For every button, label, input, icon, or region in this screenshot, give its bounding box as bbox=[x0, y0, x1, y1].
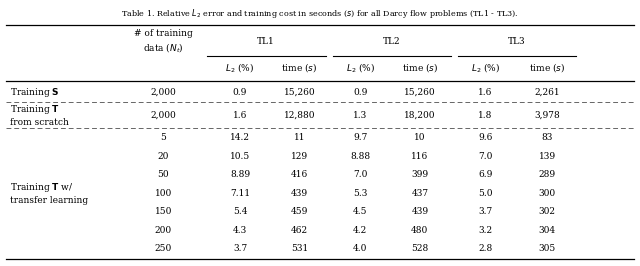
Text: 1.8: 1.8 bbox=[478, 111, 492, 120]
Text: 7.11: 7.11 bbox=[230, 189, 250, 198]
Text: 480: 480 bbox=[412, 226, 428, 235]
Text: 416: 416 bbox=[291, 170, 308, 179]
Text: 83: 83 bbox=[541, 133, 553, 142]
Text: 200: 200 bbox=[155, 226, 172, 235]
Text: 5.4: 5.4 bbox=[233, 207, 247, 216]
Text: $L_2$ (%): $L_2$ (%) bbox=[346, 61, 375, 74]
Text: 10.5: 10.5 bbox=[230, 152, 250, 161]
Text: 15,260: 15,260 bbox=[284, 88, 316, 97]
Text: 10: 10 bbox=[414, 133, 426, 142]
Text: 3.2: 3.2 bbox=[478, 226, 492, 235]
Text: 2,000: 2,000 bbox=[150, 111, 176, 120]
Text: 250: 250 bbox=[155, 244, 172, 253]
Text: 5: 5 bbox=[160, 133, 166, 142]
Text: 399: 399 bbox=[412, 170, 428, 179]
Text: 5.3: 5.3 bbox=[353, 189, 367, 198]
Text: 7.0: 7.0 bbox=[353, 170, 367, 179]
Text: 289: 289 bbox=[539, 170, 556, 179]
Text: 11: 11 bbox=[294, 133, 305, 142]
Text: 4.5: 4.5 bbox=[353, 207, 367, 216]
Text: 3.7: 3.7 bbox=[478, 207, 492, 216]
Text: 116: 116 bbox=[412, 152, 428, 161]
Text: 9.6: 9.6 bbox=[478, 133, 492, 142]
Text: 4.2: 4.2 bbox=[353, 226, 367, 235]
Text: 100: 100 bbox=[155, 189, 172, 198]
Text: 20: 20 bbox=[157, 152, 169, 161]
Text: Training $\mathbf{T}$ w/
transfer learning: Training $\mathbf{T}$ w/ transfer learni… bbox=[10, 181, 88, 205]
Text: Table 1. Relative $L_2$ error and training cost in seconds ($s$) for all Darcy f: Table 1. Relative $L_2$ error and traini… bbox=[121, 7, 519, 20]
Text: 439: 439 bbox=[291, 189, 308, 198]
Text: 5.0: 5.0 bbox=[478, 189, 492, 198]
Text: 139: 139 bbox=[539, 152, 556, 161]
Text: 304: 304 bbox=[539, 226, 556, 235]
Text: TL3: TL3 bbox=[508, 37, 525, 46]
Text: 305: 305 bbox=[539, 244, 556, 253]
Text: 18,200: 18,200 bbox=[404, 111, 436, 120]
Text: time ($s$): time ($s$) bbox=[282, 61, 317, 74]
Text: 6.9: 6.9 bbox=[478, 170, 492, 179]
Text: 15,260: 15,260 bbox=[404, 88, 436, 97]
Text: 9.7: 9.7 bbox=[353, 133, 367, 142]
Text: 2,261: 2,261 bbox=[534, 88, 560, 97]
Text: 1.6: 1.6 bbox=[233, 111, 247, 120]
Text: 528: 528 bbox=[412, 244, 428, 253]
Text: 462: 462 bbox=[291, 226, 308, 235]
Text: 531: 531 bbox=[291, 244, 308, 253]
Text: 302: 302 bbox=[539, 207, 556, 216]
Text: 300: 300 bbox=[539, 189, 556, 198]
Text: 1.6: 1.6 bbox=[478, 88, 492, 97]
Text: Training $\mathbf{T}$
from scratch: Training $\mathbf{T}$ from scratch bbox=[10, 103, 68, 127]
Text: 3.7: 3.7 bbox=[233, 244, 247, 253]
Text: 8.88: 8.88 bbox=[350, 152, 371, 161]
Text: 0.9: 0.9 bbox=[353, 88, 367, 97]
Text: 129: 129 bbox=[291, 152, 308, 161]
Text: 4.3: 4.3 bbox=[233, 226, 247, 235]
Text: 459: 459 bbox=[291, 207, 308, 216]
Text: 7.0: 7.0 bbox=[478, 152, 492, 161]
Text: $L_2$ (%): $L_2$ (%) bbox=[470, 61, 500, 74]
Text: 2.8: 2.8 bbox=[478, 244, 492, 253]
Text: TL1: TL1 bbox=[257, 37, 275, 46]
Text: 12,880: 12,880 bbox=[284, 111, 316, 120]
Text: 0.9: 0.9 bbox=[233, 88, 247, 97]
Text: # of training
data ($N_t$): # of training data ($N_t$) bbox=[134, 29, 193, 54]
Text: time ($s$): time ($s$) bbox=[402, 61, 438, 74]
Text: 3,978: 3,978 bbox=[534, 111, 560, 120]
Text: 439: 439 bbox=[412, 207, 428, 216]
Text: TL2: TL2 bbox=[383, 37, 401, 46]
Text: 2,000: 2,000 bbox=[150, 88, 176, 97]
Text: 1.3: 1.3 bbox=[353, 111, 367, 120]
Text: 50: 50 bbox=[157, 170, 169, 179]
Text: 8.89: 8.89 bbox=[230, 170, 250, 179]
Text: 437: 437 bbox=[412, 189, 428, 198]
Text: 14.2: 14.2 bbox=[230, 133, 250, 142]
Text: time ($s$): time ($s$) bbox=[529, 61, 565, 74]
Text: Training $\mathbf{S}$: Training $\mathbf{S}$ bbox=[10, 86, 59, 99]
Text: 150: 150 bbox=[154, 207, 172, 216]
Text: $L_2$ (%): $L_2$ (%) bbox=[225, 61, 255, 74]
Text: 4.0: 4.0 bbox=[353, 244, 367, 253]
